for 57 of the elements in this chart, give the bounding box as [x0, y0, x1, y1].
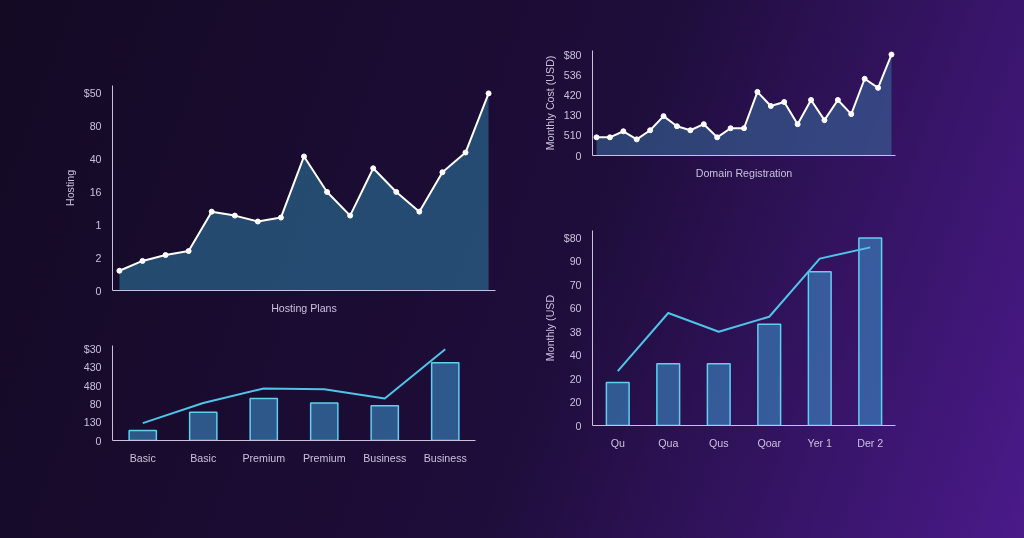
text: 0 — [95, 284, 102, 297]
text: 20 — [569, 396, 582, 409]
text: 20 — [569, 372, 582, 385]
text: 510 — [563, 129, 582, 142]
text: 0 — [575, 419, 582, 432]
text: $80 — [563, 48, 582, 61]
text: 480 — [83, 379, 102, 392]
text: 1 — [95, 218, 102, 231]
bar — [309, 402, 339, 441]
text: 430 — [83, 361, 102, 374]
text: 0 — [95, 434, 102, 447]
x-tick-label: Business — [423, 451, 467, 464]
bar — [430, 362, 460, 441]
text: 0 — [575, 149, 582, 162]
text: 16 — [89, 185, 102, 198]
y-axis-title: Hosting — [63, 169, 76, 207]
text: 60 — [569, 302, 582, 315]
y-axis-title: Monthly (USD — [543, 294, 556, 362]
text: $50 — [83, 87, 102, 100]
bar — [128, 429, 158, 441]
text: 420 — [563, 88, 582, 101]
bar — [706, 362, 731, 426]
text: 2 — [95, 251, 102, 264]
bar — [370, 405, 400, 441]
x-tick-label: Qu — [610, 436, 625, 449]
text: $30 — [83, 343, 102, 356]
text: 70 — [569, 278, 582, 291]
bar — [188, 411, 218, 441]
x-tick-label: Premium — [242, 451, 286, 464]
y-axis-title: Monthly Cost (USD) — [543, 55, 556, 151]
x-tick-label: Yer 1 — [807, 436, 833, 449]
x-tick-label: Qoar — [757, 436, 782, 449]
x-tick-label: Qua — [658, 436, 679, 449]
x-tick-label: Business — [363, 451, 407, 464]
text: 80 — [89, 120, 102, 133]
text: 130 — [563, 109, 582, 122]
x-tick-label: Qus — [708, 436, 729, 449]
text: 130 — [83, 416, 102, 429]
x-axis-title: Domain Registration — [695, 166, 793, 179]
x-axis-title: Hosting Plans — [271, 301, 337, 314]
bar — [656, 362, 681, 426]
bar — [249, 397, 279, 441]
x-tick-label: Basic — [129, 451, 157, 464]
x-tick-label: Basic — [190, 451, 217, 464]
bar — [807, 271, 832, 426]
bar — [858, 237, 883, 426]
x-tick-label: Premium — [302, 451, 346, 464]
text: 40 — [569, 349, 582, 362]
text: 38 — [569, 325, 582, 338]
text: 536 — [563, 68, 582, 81]
text: 40 — [89, 153, 102, 166]
text: 80 — [89, 397, 102, 410]
x-tick-label: Der 2 — [857, 436, 884, 449]
text: $80 — [563, 232, 582, 244]
bar — [605, 381, 630, 426]
text: 90 — [569, 255, 582, 268]
bar — [757, 323, 782, 426]
